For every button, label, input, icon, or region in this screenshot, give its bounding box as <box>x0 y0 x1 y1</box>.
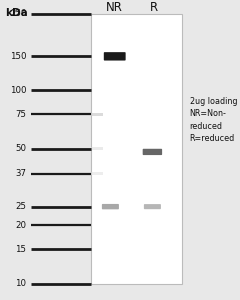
Text: 250: 250 <box>10 9 26 18</box>
Text: 25: 25 <box>15 202 26 211</box>
FancyBboxPatch shape <box>91 113 103 116</box>
Text: 150: 150 <box>10 52 26 61</box>
Text: 75: 75 <box>15 110 26 119</box>
Text: R: R <box>150 1 158 14</box>
FancyBboxPatch shape <box>102 204 119 209</box>
Text: 37: 37 <box>15 169 26 178</box>
Text: 50: 50 <box>15 144 26 153</box>
FancyBboxPatch shape <box>91 14 182 284</box>
Text: 15: 15 <box>15 245 26 254</box>
Text: 100: 100 <box>10 86 26 95</box>
FancyBboxPatch shape <box>104 52 126 61</box>
Text: 10: 10 <box>15 279 26 288</box>
FancyBboxPatch shape <box>144 204 161 209</box>
Text: 20: 20 <box>15 221 26 230</box>
Text: kDa: kDa <box>5 8 28 18</box>
FancyBboxPatch shape <box>91 147 103 150</box>
Text: NR: NR <box>106 1 123 14</box>
FancyBboxPatch shape <box>143 149 162 155</box>
Text: 2ug loading
NR=Non-
reduced
R=reduced: 2ug loading NR=Non- reduced R=reduced <box>190 97 237 143</box>
FancyBboxPatch shape <box>91 172 103 175</box>
